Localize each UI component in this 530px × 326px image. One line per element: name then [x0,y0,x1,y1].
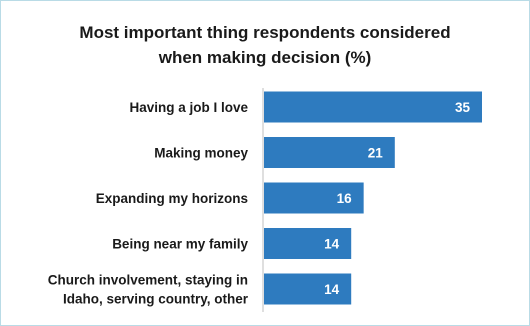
category-label-5-line-2: Idaho, serving country, other [63,292,249,307]
category-label-1: Having a job I love [129,100,248,115]
category-label-2: Making money [154,146,248,161]
bar-value-label-3: 16 [337,191,353,206]
bar-value-label-2: 21 [368,146,384,161]
category-label-3: Expanding my horizons [96,191,248,206]
chart-title: Most important thing respondents conside… [0,20,530,70]
chart-title-line-2: when making decision (%) [158,48,372,67]
category-label-5-line-1: Church involvement, staying in [48,273,248,288]
bar-5 [264,273,352,305]
bar-4 [264,228,352,259]
bar-1 [264,91,482,123]
bar-value-label-1: 35 [455,100,471,115]
category-label-4: Being near my family [112,237,248,252]
bar-value-label-5: 14 [324,282,340,297]
bar-3 [264,182,364,214]
bar-value-label-4: 14 [324,237,340,252]
chart-title-line-1: Most important thing respondents conside… [79,23,451,42]
bar-2 [264,137,395,168]
